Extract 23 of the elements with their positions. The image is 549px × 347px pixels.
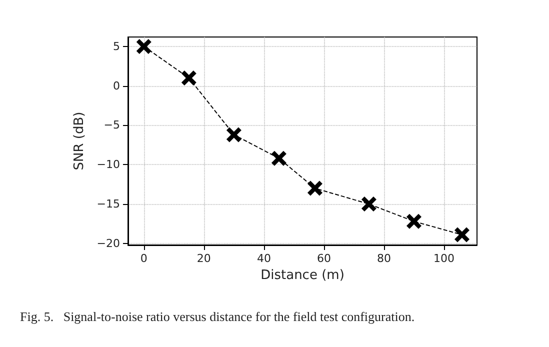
x-tick-label: 60 (316, 252, 331, 265)
point (181, 70, 196, 86)
caption: Fig. 5. Signal-to-noise ratio versus distance for the field test configuration. (20, 309, 415, 324)
point (406, 214, 422, 229)
point (361, 196, 376, 212)
point (307, 180, 322, 196)
y-tick-label: −20 (96, 236, 120, 250)
y-tick-label: 5 (113, 40, 120, 53)
point (454, 227, 470, 242)
x-tick-label: 20 (196, 252, 211, 265)
y-tick-label: −5 (104, 118, 120, 132)
x-tick-label: 80 (376, 252, 391, 265)
x-tick-label: 100 (433, 252, 454, 265)
x-axis-title: Distance (m) (260, 268, 344, 283)
point (271, 150, 286, 166)
point (226, 127, 242, 142)
x-tick-label: 0 (140, 252, 148, 265)
y-axis-title: SNR (dB) (72, 112, 87, 170)
x-tick-label: 40 (256, 252, 271, 265)
y-tick-label: −15 (96, 198, 120, 211)
point (136, 38, 152, 54)
y-tick-label: 0 (113, 79, 120, 92)
y-tick-label: −10 (96, 158, 120, 172)
